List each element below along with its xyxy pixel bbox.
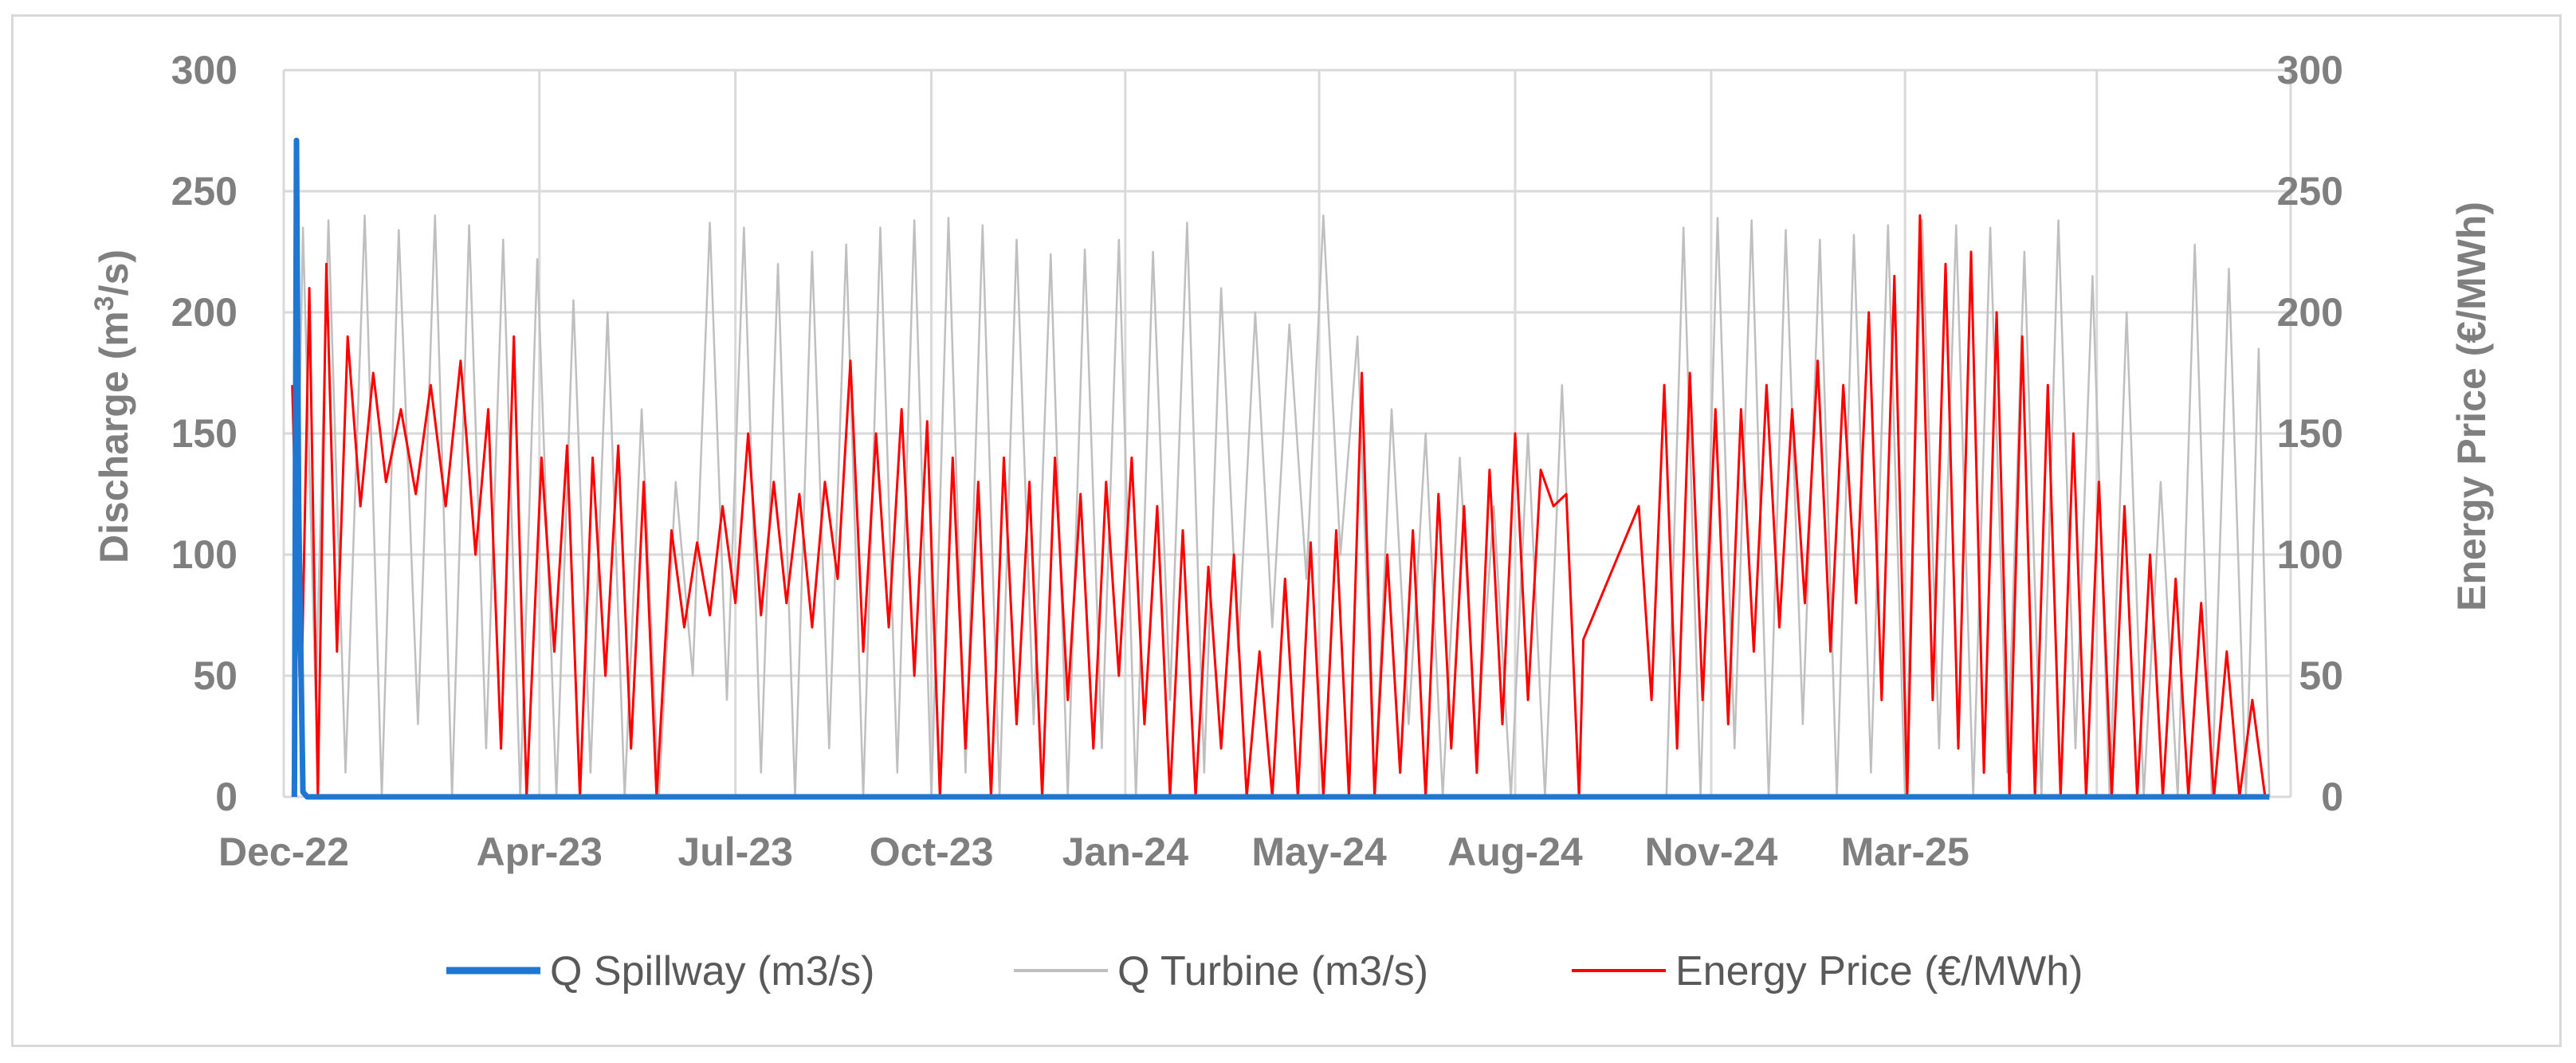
x-tick-label: Aug-24	[1447, 830, 1583, 874]
series-layer	[291, 137, 2271, 800]
x-tick-label: Mar-25	[1841, 830, 1969, 874]
y2-tick-label: 100	[2277, 532, 2343, 577]
y-tick-label: 50	[193, 653, 238, 698]
y-tick-label: 200	[171, 290, 238, 335]
legend: Q Spillway (m3/s) Q Turbine (m3/s) Energ…	[446, 948, 2083, 994]
y-tick-label: 300	[171, 48, 238, 92]
legend-label-price: Energy Price (€/MWh)	[1675, 948, 2083, 994]
x-tick-label: May-24	[1251, 830, 1387, 874]
y-tick-label: 100	[171, 532, 238, 577]
y-axis-title-superscript: 3	[89, 296, 120, 311]
legend-label-spillway: Q Spillway (m3/s)	[550, 948, 874, 994]
y-tick-label: 250	[171, 169, 238, 214]
y2-tick-label: 250	[2277, 169, 2343, 214]
y-axis-title: Discharge (m3/s)	[89, 249, 136, 563]
y2-axis-title: Energy Price (€/MWh)	[2449, 202, 2494, 611]
y2-tick-label: 200	[2277, 290, 2343, 335]
x-tick-label: Apr-23	[477, 830, 603, 874]
axis-layer: 0 50 100 150 200 250 300 0 50 100 150 200 250 300 Dec-…	[171, 48, 2343, 874]
y2-tick-label: 150	[2277, 411, 2343, 456]
x-tick-label: Oct-23	[870, 830, 994, 874]
chart-frame	[11, 14, 2562, 1047]
x-tick-label: Jul-23	[677, 830, 793, 874]
x-tick-label: Dec-22	[218, 830, 349, 874]
x-tick-label: Nov-24	[1645, 830, 1778, 874]
x-tick-label: Jan-24	[1062, 830, 1189, 874]
y-tick-label: 150	[171, 411, 238, 456]
series-turbine	[291, 214, 2271, 798]
legend-label-turbine: Q Turbine (m3/s)	[1117, 948, 1428, 994]
y-tick-label: 0	[215, 775, 238, 819]
y2-tick-label: 300	[2277, 48, 2343, 92]
y2-tick-label: 0	[2321, 775, 2343, 819]
y2-tick-label: 50	[2299, 653, 2343, 698]
